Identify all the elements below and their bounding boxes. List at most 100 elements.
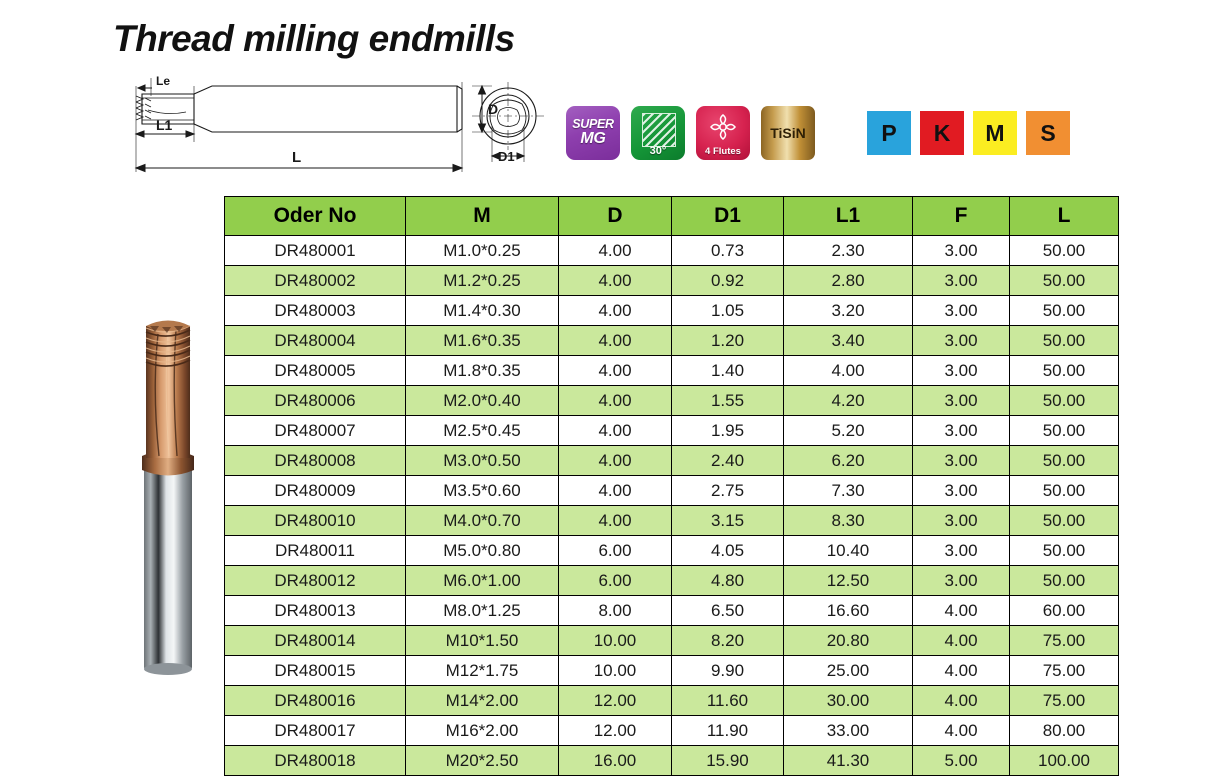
cell-diameter-d1: 0.73 <box>671 235 784 266</box>
cell-order-no: DR480012 <box>224 565 406 596</box>
cell-order-no: DR480010 <box>224 505 406 536</box>
page-title: Thread milling endmills <box>113 18 515 59</box>
cell-order-no: DR480002 <box>224 265 406 296</box>
table-row: DR480002 M1.2*0.25 4.00 0.92 2.80 3.00 50.00 <box>224 265 1119 296</box>
cell-flute-f: 3.00 <box>912 505 1010 536</box>
four-flutes-badge: 4 Flutes <box>696 106 750 160</box>
cell-thread-m: M4.0*0.70 <box>405 505 559 536</box>
table-row: DR480015 M12*1.75 10.00 9.90 25.00 4.00 75.00 <box>224 655 1119 686</box>
cell-length-l: 50.00 <box>1009 475 1119 506</box>
table-header-row: Oder No M D D1 L1 F L <box>224 196 1119 236</box>
material-badge-p-label: P <box>881 119 897 146</box>
cell-length-l1: 5.20 <box>783 415 913 446</box>
specification-table-body: DR480001 M1.0*0.25 4.00 0.73 2.30 3.00 50.00 DR… <box>224 235 1119 776</box>
cell-flute-f: 4.00 <box>912 655 1010 686</box>
dim-label-d: D <box>488 101 498 117</box>
material-group-badges: P K M S <box>867 111 1070 155</box>
cell-diameter-d1: 15.90 <box>671 745 784 776</box>
cell-diameter-d: 12.00 <box>558 685 672 716</box>
cell-thread-m: M1.6*0.35 <box>405 325 559 356</box>
cell-diameter-d: 4.00 <box>558 265 672 296</box>
cell-order-no: DR480015 <box>224 655 406 686</box>
cell-length-l: 50.00 <box>1009 355 1119 386</box>
table-row: DR480006 M2.0*0.40 4.00 1.55 4.20 3.00 50.00 <box>224 385 1119 416</box>
cell-diameter-d1: 11.60 <box>671 685 784 716</box>
cell-length-l1: 12.50 <box>783 565 913 596</box>
super-mg-badge-line1: SUPER <box>572 117 614 132</box>
cell-flute-f: 4.00 <box>912 685 1010 716</box>
dim-label-le: Le <box>156 74 170 88</box>
four-flutes-icon <box>710 114 736 140</box>
technical-drawing-side-view: Le L1 L D <box>112 72 562 180</box>
cell-length-l: 75.00 <box>1009 685 1119 716</box>
cell-diameter-d: 10.00 <box>558 655 672 686</box>
super-mg-badge: SUPER MG <box>566 106 620 160</box>
table-row: DR480009 M3.5*0.60 4.00 2.75 7.30 3.00 50.00 <box>224 475 1119 506</box>
material-badge-s-label: S <box>1040 119 1056 146</box>
cell-thread-m: M6.0*1.00 <box>405 565 559 596</box>
cell-length-l: 50.00 <box>1009 325 1119 356</box>
cell-diameter-d: 4.00 <box>558 355 672 386</box>
column-header-l1: L1 <box>783 196 913 236</box>
cell-length-l: 60.00 <box>1009 595 1119 626</box>
helix-angle-badge: 30° <box>631 106 685 160</box>
cell-diameter-d: 4.00 <box>558 235 672 266</box>
cell-diameter-d1: 1.55 <box>671 385 784 416</box>
hatch-pattern-icon <box>642 113 676 147</box>
cell-diameter-d: 4.00 <box>558 475 672 506</box>
cell-length-l1: 30.00 <box>783 685 913 716</box>
super-mg-badge-line2: MG <box>580 130 606 148</box>
cell-diameter-d1: 1.05 <box>671 295 784 326</box>
cell-thread-m: M10*1.50 <box>405 625 559 656</box>
table-row: DR480007 M2.5*0.45 4.00 1.95 5.20 3.00 50.00 <box>224 415 1119 446</box>
cell-length-l: 50.00 <box>1009 505 1119 536</box>
cell-length-l1: 4.00 <box>783 355 913 386</box>
dim-label-l1: L1 <box>156 117 173 133</box>
technical-drawing-end-view: D1 <box>462 78 562 178</box>
side-view-svg: Le L1 L D <box>134 74 498 173</box>
cell-length-l1: 4.20 <box>783 385 913 416</box>
cell-thread-m: M3.0*0.50 <box>405 445 559 476</box>
cell-diameter-d: 4.00 <box>558 295 672 326</box>
cell-diameter-d: 10.00 <box>558 625 672 656</box>
dim-label-d1: D1 <box>498 149 515 164</box>
cell-diameter-d1: 8.20 <box>671 625 784 656</box>
cell-flute-f: 4.00 <box>912 595 1010 626</box>
column-header-l: L <box>1009 196 1119 236</box>
cell-length-l1: 16.60 <box>783 595 913 626</box>
cell-length-l: 50.00 <box>1009 415 1119 446</box>
cell-length-l1: 3.20 <box>783 295 913 326</box>
cell-flute-f: 5.00 <box>912 745 1010 776</box>
cell-length-l: 50.00 <box>1009 265 1119 296</box>
cell-length-l1: 25.00 <box>783 655 913 686</box>
cell-length-l: 50.00 <box>1009 565 1119 596</box>
cell-order-no: DR480011 <box>224 535 406 566</box>
cell-diameter-d1: 6.50 <box>671 595 784 626</box>
cell-flute-f: 3.00 <box>912 415 1010 446</box>
cell-length-l1: 41.30 <box>783 745 913 776</box>
cell-order-no: DR480006 <box>224 385 406 416</box>
cell-length-l1: 33.00 <box>783 715 913 746</box>
table-row: DR480017 M16*2.00 12.00 11.90 33.00 4.00 80.00 <box>224 715 1119 746</box>
cell-diameter-d: 6.00 <box>558 565 672 596</box>
cell-length-l1: 10.40 <box>783 535 913 566</box>
cell-order-no: DR480003 <box>224 295 406 326</box>
material-badge-k: K <box>920 111 964 155</box>
cell-order-no: DR480013 <box>224 595 406 626</box>
column-header-m: M <box>405 196 559 236</box>
cell-order-no: DR480007 <box>224 415 406 446</box>
product-photo-svg <box>142 320 194 675</box>
cell-flute-f: 3.00 <box>912 265 1010 296</box>
badge-strip: SUPER MG 30° 4 Flutes TiSiN P K M <box>566 105 1070 161</box>
cell-diameter-d1: 4.80 <box>671 565 784 596</box>
cell-diameter-d1: 4.05 <box>671 535 784 566</box>
cell-thread-m: M1.2*0.25 <box>405 265 559 296</box>
table-row: DR480004 M1.6*0.35 4.00 1.20 3.40 3.00 50.00 <box>224 325 1119 356</box>
cell-length-l: 100.00 <box>1009 745 1119 776</box>
cell-length-l1: 8.30 <box>783 505 913 536</box>
cell-diameter-d1: 2.40 <box>671 445 784 476</box>
cell-flute-f: 3.00 <box>912 475 1010 506</box>
cell-flute-f: 3.00 <box>912 535 1010 566</box>
cell-flute-f: 3.00 <box>912 445 1010 476</box>
cell-thread-m: M8.0*1.25 <box>405 595 559 626</box>
